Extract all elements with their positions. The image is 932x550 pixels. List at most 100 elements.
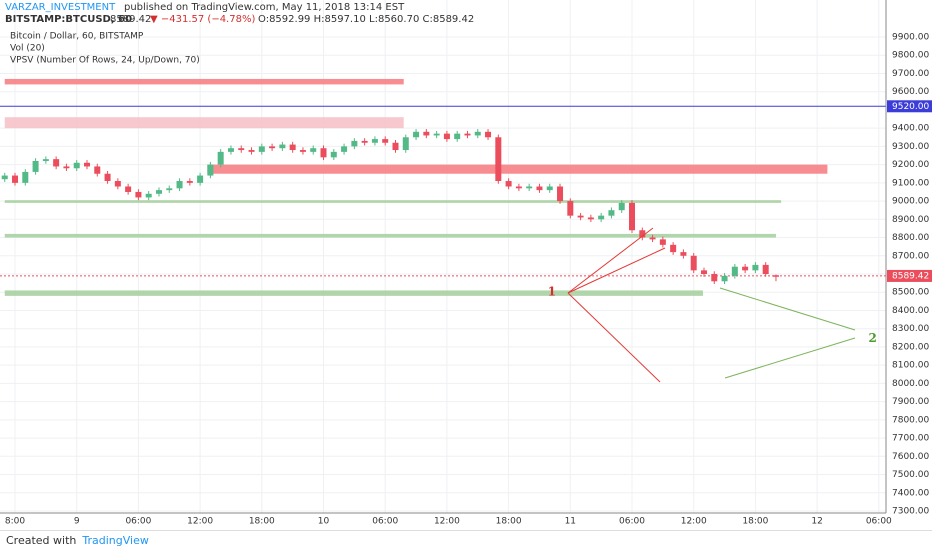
candle-body (279, 144, 286, 149)
y-tick-label: 9900.00 (892, 33, 929, 43)
y-tick-label: 8900.00 (892, 215, 929, 225)
candle-body (659, 239, 666, 245)
x-tick-label: 06:00 (619, 517, 645, 527)
annotation: 2 (868, 331, 876, 345)
y-tick-label: 9200.00 (892, 160, 929, 170)
y-tick-label: 8200.00 (892, 342, 929, 352)
candle-body (618, 202, 625, 211)
y-tick-label: 8300.00 (892, 324, 929, 334)
candle-body (485, 131, 492, 138)
candle-body (423, 131, 430, 136)
candle-body (1, 175, 8, 180)
candle-body (32, 160, 39, 172)
candle-body (351, 140, 358, 147)
ohlc: O:8592.99 H:8597.10 L:8560.70 C:8589.42 (258, 14, 474, 25)
x-tick-label: 12 (811, 517, 822, 527)
candle-body (505, 181, 512, 187)
x-tick-label: 11 (565, 517, 576, 527)
x-tick-label: 06:00 (866, 517, 892, 527)
legend-item: VPSV (Number Of Rows, 24, Up/Down, 70) (10, 56, 200, 66)
y-tick-label: 9600.00 (892, 87, 929, 97)
y-tick-label: 9700.00 (892, 69, 929, 79)
candle-body (577, 215, 584, 218)
y-tick-label: 9000.00 (892, 197, 929, 207)
candle-body (176, 181, 183, 189)
candle-body (207, 164, 214, 176)
x-tick-label: 12:00 (434, 517, 460, 527)
candle-body (53, 159, 60, 167)
candle-body (464, 133, 471, 136)
candle-body (392, 142, 399, 151)
x-tick-label: 18:00 (496, 517, 522, 527)
candle-body (454, 133, 461, 140)
candle-body (227, 148, 234, 152)
candle-body (629, 202, 636, 231)
candle-body (125, 186, 132, 192)
x-tick-label: 18:00 (742, 517, 768, 527)
footer: Created with TradingView (0, 530, 932, 550)
candle-body (258, 146, 265, 152)
candle-body (155, 190, 162, 194)
candle-body (557, 186, 564, 202)
candle-body (443, 133, 450, 140)
published: published on TradingView.com, May 11, 20… (124, 2, 405, 13)
candle-body (361, 140, 368, 143)
last: 8589.42 (110, 14, 151, 25)
y-tick-label: 8700.00 (892, 251, 929, 261)
price-label: 9520.00 (892, 102, 929, 112)
candle-body (310, 148, 317, 152)
chart: 12 VARZAR_INVESTMENT published on Tradin… (0, 0, 932, 527)
candle-body (330, 151, 337, 158)
candle-body (289, 144, 296, 151)
candle-body (83, 162, 90, 167)
zone (207, 164, 828, 174)
x-tick-label: 06:00 (125, 517, 151, 527)
y-tick-label: 8500.00 (892, 288, 929, 298)
price-label-bg (887, 100, 932, 113)
candle-body (587, 217, 594, 220)
candle-body (42, 159, 49, 161)
zone (4, 78, 404, 85)
candle-body (690, 255, 697, 271)
arrows (567, 227, 856, 383)
candle-body (135, 191, 142, 198)
x-tick-label: 12:00 (187, 517, 213, 527)
change: ▼ −431.57 (−4.78%) (150, 14, 255, 25)
y-tick-label: 7700.00 (892, 434, 929, 444)
candle-body (762, 264, 769, 275)
candle-body (598, 215, 605, 220)
brand[interactable]: TradingView (82, 534, 149, 547)
y-tick-label: 7500.00 (892, 470, 929, 480)
candle-body (12, 175, 19, 183)
plot-bg (0, 0, 886, 513)
candle-body (711, 274, 718, 282)
created: Created with (6, 534, 77, 547)
plot: 12 (0, 0, 886, 513)
candle-body (742, 266, 749, 271)
candle-body (721, 275, 728, 282)
zone (4, 117, 404, 129)
candle-body (22, 171, 29, 183)
y-tick-label: 7800.00 (892, 415, 929, 425)
candle-body (145, 193, 152, 198)
candle-body (700, 270, 707, 275)
zone (4, 233, 776, 238)
x-tick-label: 8:00 (5, 517, 25, 527)
candle-body (536, 186, 543, 191)
annotation: 1 (548, 285, 556, 299)
x-tick-label: 10 (318, 517, 330, 527)
legend-item: Vol (20) (10, 44, 45, 54)
y-tick-label: 8000.00 (892, 379, 929, 389)
x-tick-label: 12:00 (681, 517, 707, 527)
candle-body (94, 166, 101, 174)
candle-body (104, 173, 111, 182)
zone (4, 290, 703, 296)
legend-item: Bitcoin / Dollar, 60, BITSTAMP (10, 32, 144, 42)
candle-body (248, 150, 255, 152)
candle-body (73, 162, 80, 169)
candle-body (299, 150, 306, 152)
author: VARZAR_INVESTMENT (5, 2, 116, 13)
candle-body (752, 264, 759, 271)
candle-body (186, 181, 193, 183)
y-tick-label: 7400.00 (892, 488, 929, 498)
